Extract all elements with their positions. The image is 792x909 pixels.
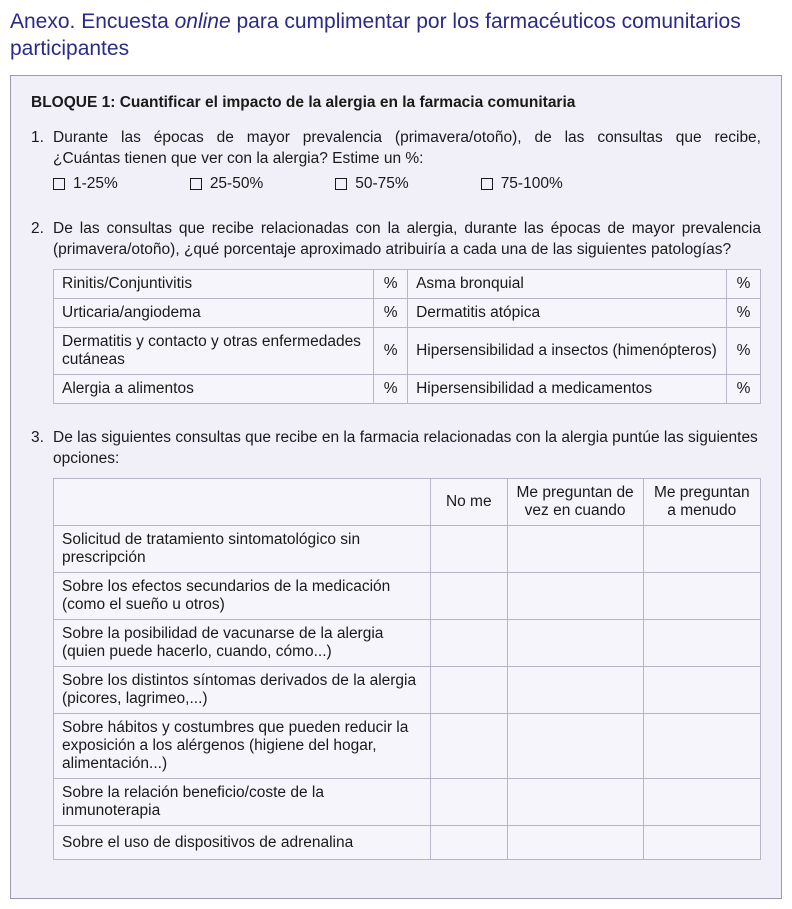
q3-cell[interactable] xyxy=(507,573,643,620)
annex-title: Anexo. Encuesta online para cumplimentar… xyxy=(10,8,782,63)
q3-row-label: Sobre la relación beneficio/coste de la … xyxy=(54,779,431,826)
q1-option-1-label: 1-25% xyxy=(73,175,118,193)
q2-cell-right: Dermatitis atópica xyxy=(408,299,727,328)
q1-option-1[interactable]: 1-25% xyxy=(53,175,118,193)
bloque-heading: BLOQUE 1: Cuantificar el impacto de la a… xyxy=(31,94,761,112)
q3-row-label: Sobre la posibilidad de vacunarse de la … xyxy=(54,620,431,667)
q2-pct-right[interactable]: % xyxy=(727,299,761,328)
q2-cell-right: Hipersensibilidad a medicamentos xyxy=(408,375,727,404)
checkbox-icon xyxy=(481,178,493,190)
q1-option-3[interactable]: 50-75% xyxy=(335,175,408,193)
q3-cell[interactable] xyxy=(643,779,760,826)
q3-cell[interactable] xyxy=(507,620,643,667)
q3-cell[interactable] xyxy=(507,667,643,714)
checkbox-icon xyxy=(53,178,65,190)
q1-option-4-label: 75-100% xyxy=(501,175,563,193)
title-italic: online xyxy=(175,10,231,33)
q3-cell[interactable] xyxy=(430,667,507,714)
q3-cell[interactable] xyxy=(430,779,507,826)
q1-option-3-label: 50-75% xyxy=(355,175,408,193)
question-1: 1. Durante las épocas de mayor prevalenc… xyxy=(31,128,761,170)
q3-row-label: Sobre los efectos secundarios de la medi… xyxy=(54,573,431,620)
q2-cell-right: Asma bronquial xyxy=(408,270,727,299)
checkbox-icon xyxy=(335,178,347,190)
q1-line1: Durante las épocas de mayor prevalencia … xyxy=(53,128,761,149)
q1-options: 1-25% 25-50% 50-75% 75-100% xyxy=(53,175,761,193)
table-row: Sobre hábitos y costumbres que pueden re… xyxy=(54,714,761,779)
q3-cell[interactable] xyxy=(643,826,760,860)
table-row: Rinitis/Conjuntivitis%Asma bronquial% xyxy=(54,270,761,299)
q3-table: No me Me preguntan de vez en cuando Me p… xyxy=(53,478,761,860)
q1-option-2[interactable]: 25-50% xyxy=(190,175,263,193)
q3-text: De las siguientes consultas que recibe e… xyxy=(53,428,761,470)
q2-text: De las consultas que recibe relacionadas… xyxy=(53,219,761,261)
q2-pct-left[interactable]: % xyxy=(374,328,408,375)
table-row: Sobre el uso de dispositivos de adrenali… xyxy=(54,826,761,860)
q3-cell[interactable] xyxy=(507,779,643,826)
q3-header-1: No me xyxy=(430,479,507,526)
q3-header-3: Me preguntan a menudo xyxy=(643,479,760,526)
q3-row-label: Solicitud de tratamiento sintomatológico… xyxy=(54,526,431,573)
table-row: Dermatitis y contacto y otras enfermedad… xyxy=(54,328,761,375)
checkbox-icon xyxy=(190,178,202,190)
title-pre: Anexo. Encuesta xyxy=(10,10,175,33)
q3-row-label: Sobre el uso de dispositivos de adrenali… xyxy=(54,826,431,860)
q2-pct-right[interactable]: % xyxy=(727,328,761,375)
q3-cell[interactable] xyxy=(643,573,760,620)
q3-cell[interactable] xyxy=(430,573,507,620)
q3-cell[interactable] xyxy=(507,826,643,860)
table-row: Sobre la posibilidad de vacunarse de la … xyxy=(54,620,761,667)
question-2: 2. De las consultas que recibe relaciona… xyxy=(31,219,761,261)
q2-cell-left: Rinitis/Conjuntivitis xyxy=(54,270,374,299)
q3-cell[interactable] xyxy=(643,667,760,714)
q3-row-label: Sobre hábitos y costumbres que pueden re… xyxy=(54,714,431,779)
q2-pct-right[interactable]: % xyxy=(727,270,761,299)
table-row: Solicitud de tratamiento sintomatológico… xyxy=(54,526,761,573)
q3-cell[interactable] xyxy=(507,526,643,573)
q3-cell[interactable] xyxy=(507,714,643,779)
q3-cell[interactable] xyxy=(643,620,760,667)
q2-cell-left: Urticaria/angiodema xyxy=(54,299,374,328)
q3-cell[interactable] xyxy=(430,714,507,779)
q3-row-label: Sobre los distintos síntomas derivados d… xyxy=(54,667,431,714)
q3-cell[interactable] xyxy=(430,526,507,573)
q2-cell-right: Hipersensibilidad a insectos (himenópter… xyxy=(408,328,727,375)
table-row: Sobre la relación beneficio/coste de la … xyxy=(54,779,761,826)
table-row: Alergia a alimentos%Hipersensibilidad a … xyxy=(54,375,761,404)
q2-cell-left: Dermatitis y contacto y otras enfermedad… xyxy=(54,328,374,375)
q3-cell[interactable] xyxy=(430,620,507,667)
q2-table: Rinitis/Conjuntivitis%Asma bronquial%Urt… xyxy=(53,269,761,404)
q2-number: 2. xyxy=(31,219,53,261)
table-row: Sobre los efectos secundarios de la medi… xyxy=(54,573,761,620)
q3-header-2: Me preguntan de vez en cuando xyxy=(507,479,643,526)
q3-cell[interactable] xyxy=(430,826,507,860)
q3-number: 3. xyxy=(31,428,53,470)
q2-pct-right[interactable]: % xyxy=(727,375,761,404)
q2-cell-left: Alergia a alimentos xyxy=(54,375,374,404)
q2-pct-left[interactable]: % xyxy=(374,270,408,299)
survey-panel: BLOQUE 1: Cuantificar el impacto de la a… xyxy=(10,75,782,900)
q1-option-4[interactable]: 75-100% xyxy=(481,175,563,193)
q3-header-blank xyxy=(54,479,431,526)
q1-number: 1. xyxy=(31,128,53,170)
q1-line2: ¿Cuántas tienen que ver con la alergia? … xyxy=(53,149,761,170)
q2-pct-left[interactable]: % xyxy=(374,375,408,404)
q2-pct-left[interactable]: % xyxy=(374,299,408,328)
q3-cell[interactable] xyxy=(643,526,760,573)
table-row: Urticaria/angiodema%Dermatitis atópica% xyxy=(54,299,761,328)
q3-cell[interactable] xyxy=(643,714,760,779)
table-row: Sobre los distintos síntomas derivados d… xyxy=(54,667,761,714)
q1-option-2-label: 25-50% xyxy=(210,175,263,193)
question-3: 3. De las siguientes consultas que recib… xyxy=(31,428,761,470)
